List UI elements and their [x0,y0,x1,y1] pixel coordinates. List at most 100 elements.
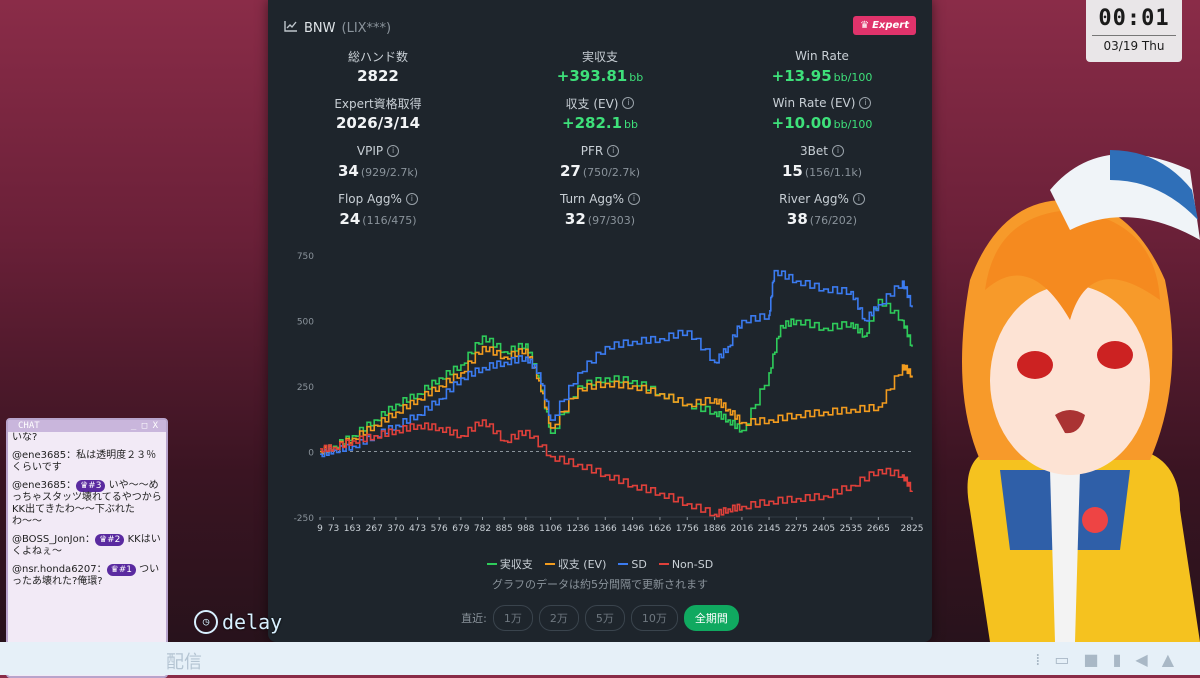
stat-value: 32 (97/303) [564,210,636,228]
x-tick-label: 2665 [867,524,890,534]
stat-label: Expert資格取得 [334,96,422,111]
chat-text: ついったあ壊れた?俺環? [12,564,160,587]
stat-value: 27 (750/2.7k) [559,162,641,180]
chat-text: いや〜〜めっちゃスタッツ壊れてるやつからKK出てきたわ〜〜下ぶれたわ〜〜 [12,480,162,527]
series-line [320,345,913,455]
series-line [320,269,913,458]
x-tick-label: 2145 [758,524,781,534]
x-tick-label: 163 [344,524,361,534]
x-tick-label: 885 [496,524,513,534]
x-tick-label: 1106 [539,524,562,534]
update-note: グラフのデータは約5分間隔で更新されます [492,578,708,591]
legend-item[interactable]: Non-SD [658,558,713,571]
x-tick-label: 679 [452,524,469,534]
legend-item[interactable]: 実収支 [486,558,533,571]
x-tick-label: 1886 [703,524,726,534]
x-tick-label: 576 [431,524,448,534]
stat-0: 総ハンド数 2822 [268,48,488,86]
stat-9: Flop Agg% i 24 (116/475) [268,191,488,228]
stat-7: PFR i 27 (750/2.7k) [490,143,710,180]
stat-6: VPIP i 34 (929/2.7k) [268,143,488,180]
clock-time: 00:01 [1098,6,1170,31]
x-tick-label: 370 [387,524,404,534]
range-button[interactable]: 10万 [630,605,678,631]
stat-label: VPIP i [268,143,488,159]
chat-user: @nsr.honda6207： [12,564,107,575]
range-button[interactable]: 2万 [538,605,579,631]
legend-item[interactable]: 収支 (EV) [544,558,606,571]
clock-widget: 00:01 03/19 Thu [1086,0,1182,62]
stat-value: +282.1 bb [562,114,638,132]
info-icon[interactable]: i [405,193,418,205]
info-icon[interactable]: i [628,193,641,205]
chat-window: CHAT _ □ X いな? @ene3685：私は透明度２３％くらいです @ene… [6,418,168,678]
stat-11: River Agg% i 38 (76/202) [712,191,932,228]
rank-badge: ♛#2 [95,534,125,546]
stat-1: 実収支 +393.81 bb [490,48,710,86]
stat-3: Expert資格取得 2026/3/14 [268,95,488,133]
triangle-icon: ▲ [1161,650,1174,669]
chat-message: いな? [12,432,162,444]
legend-swatch [486,563,497,565]
stat-label: Win Rate [795,49,849,63]
chat-message: @ene3685：私は透明度２３％くらいです [12,450,162,474]
chart-icon [284,20,298,36]
delay-indicator: ◷ delay [194,610,282,634]
chart-legend: 実収支 収支 (EV) SD Non-SD [268,556,932,572]
stat-value: 2026/3/14 [335,114,421,132]
y-tick-label: 500 [297,318,314,328]
x-tick-label: 473 [409,524,426,534]
stat-value: 2822 [357,67,399,85]
y-tick-label: -250 [294,514,315,524]
range-label: 直近: [461,612,487,625]
stat-value: +10.00 bb/100 [771,114,873,132]
x-tick-label: 1236 [566,524,589,534]
chat-text: KKはいくよねぇ〜 [12,534,161,557]
x-tick-label: 2535 [840,524,863,534]
rank-badge: ♛#3 [76,480,106,492]
speaker-icon: ◀ [1135,650,1148,669]
info-icon[interactable]: i [831,145,844,157]
stat-label: 3Bet i [712,143,932,159]
chat-user: @BOSS_JonJon： [12,534,96,545]
stat-value: 38 (76/202) [786,210,858,228]
crown-icon: ♛ [860,20,870,31]
clock-icon: ◷ [194,610,218,634]
stat-label: Flop Agg% i [268,191,488,207]
info-icon[interactable]: i [859,97,872,109]
legend-item[interactable]: SD [618,558,647,571]
x-tick-label: 1756 [676,524,699,534]
info-icon[interactable]: i [387,145,400,157]
x-tick-label: 782 [474,524,491,534]
x-tick-label: 2275 [785,524,808,534]
player-name: BNW [304,20,336,36]
stat-4: 収支 (EV) i +282.1 bb [490,95,710,133]
bottom-bar: 配信 ⁞ ▭ ■ ▮ ◀ ▲ [0,642,1200,675]
stat-label: Turn Agg% i [490,191,710,207]
chat-window-controls[interactable]: _ □ X [130,421,158,431]
chat-message: @BOSS_JonJon： ♛#2 KKはいくよねぇ〜 [12,534,162,558]
y-tick-label: 750 [297,252,314,262]
x-tick-label: 1366 [594,524,617,534]
y-tick-label: 250 [297,383,314,393]
x-tick-label: 9 [317,524,323,534]
avatar [962,150,1200,642]
panel-header: BNW (LIX***) [284,20,391,36]
range-button[interactable]: 5万 [584,605,625,631]
stat-8: 3Bet i 15 (156/1.1k) [712,143,932,180]
info-icon[interactable]: i [622,97,635,109]
stat-label: River Agg% i [712,191,932,207]
chat-text: 私は透明度２３％くらいです [12,450,157,473]
chat-title: CHAT [18,421,40,431]
range-button[interactable]: 1万 [492,605,533,631]
stat-label: Win Rate (EV) i [712,95,932,111]
x-tick-label: 2405 [812,524,835,534]
info-icon[interactable]: i [852,193,865,205]
signal-icon: ⁞ [1035,650,1041,669]
stat-label: 総ハンド数 [347,49,408,64]
x-tick-label: 73 [328,524,339,534]
info-icon[interactable]: i [607,145,620,157]
range-button[interactable]: 全期間 [683,605,739,631]
x-tick-label: 988 [517,524,534,534]
